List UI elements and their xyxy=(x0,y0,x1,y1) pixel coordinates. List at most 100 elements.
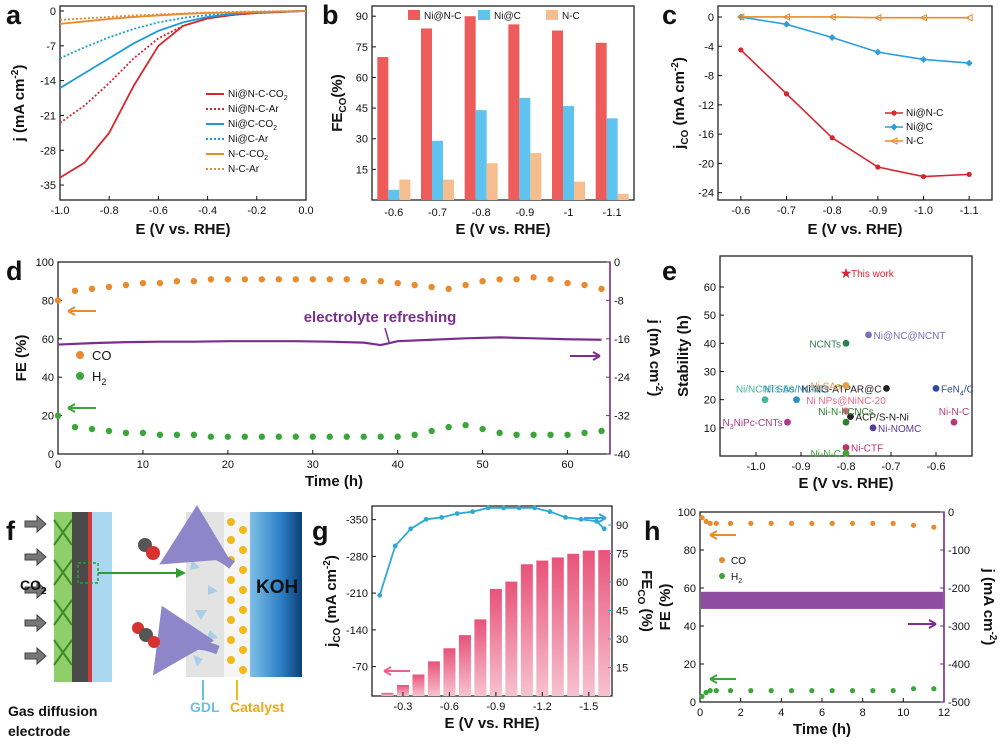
y-tick-label: -28 xyxy=(40,145,56,157)
y2-tick-label: -300 xyxy=(948,621,970,633)
point-label: ACP/S-N-Ni xyxy=(856,413,909,424)
data-point-co xyxy=(54,297,62,304)
y-tick-label: 15 xyxy=(356,164,368,176)
series-line xyxy=(740,16,970,19)
y-tick-label: 60 xyxy=(684,583,696,595)
data-point-h xyxy=(530,431,537,438)
text-part: j (mA cm xyxy=(11,79,28,143)
data-point-co xyxy=(445,285,452,293)
x-tick-label: 8 xyxy=(860,707,866,719)
data-point xyxy=(890,123,898,131)
data-point-co xyxy=(241,276,249,283)
data-point-h xyxy=(105,427,113,435)
text-part: NCNTs xyxy=(809,339,841,350)
y-tick-label: 80 xyxy=(684,545,696,557)
data-point-h xyxy=(360,433,367,440)
text-part: Ni-NG-ATPAR@C xyxy=(801,384,881,395)
fe-point xyxy=(563,515,568,520)
bar-n-c xyxy=(443,179,454,200)
data-point-h xyxy=(910,686,917,692)
y2-tick-label: -24 xyxy=(614,372,630,384)
chart-c: -0.6 -0.7 -0.8 -0.9 -1.0 -1.1 0 -4 -8 -12 -16 -20 -2… xyxy=(670,5,993,238)
y2-tick-label: -8 xyxy=(614,295,624,307)
data-point-co xyxy=(598,285,605,293)
y2-tick-label: -500 xyxy=(948,697,970,709)
y-tick-label: 20 xyxy=(684,659,696,671)
data-point-h xyxy=(292,433,299,440)
fe-line xyxy=(378,506,605,596)
gdl-label: GDL xyxy=(190,699,220,715)
current-bar xyxy=(489,588,502,696)
data-point-h xyxy=(343,433,350,440)
legend-label: Ni@N-C xyxy=(906,108,943,119)
bar-ni@c xyxy=(388,189,400,200)
data-point xyxy=(875,164,881,170)
y-tick-label: -14 xyxy=(40,76,56,88)
current-bar xyxy=(582,550,595,696)
x-axis-label: Time (h) xyxy=(793,721,851,738)
text-part: Ni-N-C xyxy=(939,407,970,418)
y-tick-label: -24 xyxy=(698,188,714,200)
y-tick-label: 30 xyxy=(356,134,368,146)
chart-e: -1.0 -0.9 -0.8 -0.7 -0.6 10 20 30 40 50 60 E (V vs.… xyxy=(675,255,974,492)
data-point xyxy=(847,413,854,420)
y-tick-label: 0 xyxy=(708,12,714,24)
data-point xyxy=(784,418,791,426)
text-part: j xyxy=(671,145,688,150)
text-part: Ni-NOMC xyxy=(878,424,921,435)
y2-tick-label: 30 xyxy=(616,634,628,646)
data-point-h xyxy=(207,433,215,440)
text-part: ) xyxy=(671,57,688,62)
data-point xyxy=(842,339,850,347)
data-point xyxy=(842,444,850,451)
y2-tick-label: -32 xyxy=(614,411,630,423)
current-bar xyxy=(443,648,456,696)
x-tick-label: 20 xyxy=(222,459,234,471)
y-tick-label: -21 xyxy=(40,110,56,122)
y-tick-label: -4 xyxy=(704,41,714,53)
legend-label: Ni@C xyxy=(494,11,521,22)
x-tick-label: -0.9 xyxy=(868,205,887,217)
data-point-h xyxy=(394,433,401,440)
data-point-h xyxy=(768,688,774,694)
chart-b: -0.6 -0.7 -0.8 -0.9 -1 -1.1 15 30 45 60 75 90 E (V v… xyxy=(329,5,635,238)
data-point-co xyxy=(105,283,113,291)
data-point-h xyxy=(156,431,164,438)
carbon-layer xyxy=(72,512,88,682)
gdl-fiber-layer xyxy=(54,512,72,682)
data-point xyxy=(842,449,850,457)
data-point-co xyxy=(224,276,232,283)
point-label: Ni-CTF xyxy=(851,444,883,455)
point-label: Ni-N-C xyxy=(810,449,841,460)
chart-d: 0 10 20 30 40 50 60 0 20 40 60 80 100 0 -8 -16 -24 -32 -40… xyxy=(13,257,664,490)
data-point-co xyxy=(581,281,588,289)
x-tick-label: -1.0 xyxy=(51,205,70,217)
current-noise-band xyxy=(701,591,943,609)
plot-frame xyxy=(57,261,611,455)
data-point-h xyxy=(377,433,384,440)
y2-tick-label: 90 xyxy=(616,520,628,532)
y2-axis-label: j (mA cm-2) xyxy=(980,568,998,646)
text-part: -2 xyxy=(653,382,664,391)
y-tick-label: -16 xyxy=(698,129,714,141)
data-point xyxy=(828,13,836,21)
bar-n-c xyxy=(530,153,542,200)
text-part: Ni SAs xyxy=(810,382,841,393)
y-tick-label: 40 xyxy=(42,372,54,384)
legend-label: Ni@C-CO2 xyxy=(228,119,277,132)
point-label: Ni NPs@NiNC-20 xyxy=(806,396,886,407)
x-tick-label: 0 xyxy=(697,707,703,719)
bar-ni@n-c xyxy=(421,28,432,200)
text-part: -2 xyxy=(670,62,681,71)
y-tick-label: 60 xyxy=(356,72,368,84)
panel-label-g: g xyxy=(312,516,329,546)
x-tick-label: -1.0 xyxy=(914,205,933,217)
data-point-h xyxy=(598,427,605,435)
y2-tick-label: 0 xyxy=(948,507,954,519)
legend-label: CO xyxy=(731,556,746,567)
fe-axis-arrow xyxy=(584,513,607,523)
text-part: ) xyxy=(323,555,340,560)
data-point xyxy=(920,173,927,180)
data-point-h xyxy=(931,686,937,692)
legend-label: Ni@C xyxy=(906,122,933,133)
